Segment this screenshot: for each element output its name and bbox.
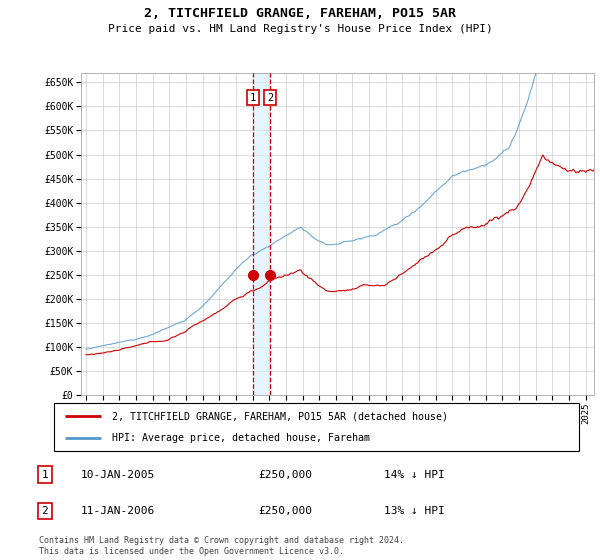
Text: 13% ↓ HPI: 13% ↓ HPI xyxy=(384,506,445,516)
Text: 1: 1 xyxy=(250,93,256,103)
Text: 10-JAN-2005: 10-JAN-2005 xyxy=(81,470,155,479)
Bar xyxy=(253,73,270,395)
Text: 2, TITCHFIELD GRANGE, FAREHAM, PO15 5AR: 2, TITCHFIELD GRANGE, FAREHAM, PO15 5AR xyxy=(144,7,456,20)
Text: 14% ↓ HPI: 14% ↓ HPI xyxy=(384,470,445,479)
Text: Price paid vs. HM Land Registry's House Price Index (HPI): Price paid vs. HM Land Registry's House … xyxy=(107,24,493,34)
Text: Contains HM Land Registry data © Crown copyright and database right 2024.
This d: Contains HM Land Registry data © Crown c… xyxy=(39,536,404,556)
Text: 2: 2 xyxy=(41,506,49,516)
Text: £250,000: £250,000 xyxy=(258,470,312,479)
Text: £250,000: £250,000 xyxy=(258,506,312,516)
Text: 11-JAN-2006: 11-JAN-2006 xyxy=(81,506,155,516)
Text: HPI: Average price, detached house, Fareham: HPI: Average price, detached house, Fare… xyxy=(112,433,370,443)
Text: 2: 2 xyxy=(267,93,273,103)
Text: 2, TITCHFIELD GRANGE, FAREHAM, PO15 5AR (detached house): 2, TITCHFIELD GRANGE, FAREHAM, PO15 5AR … xyxy=(112,411,448,421)
Text: 1: 1 xyxy=(41,470,49,479)
